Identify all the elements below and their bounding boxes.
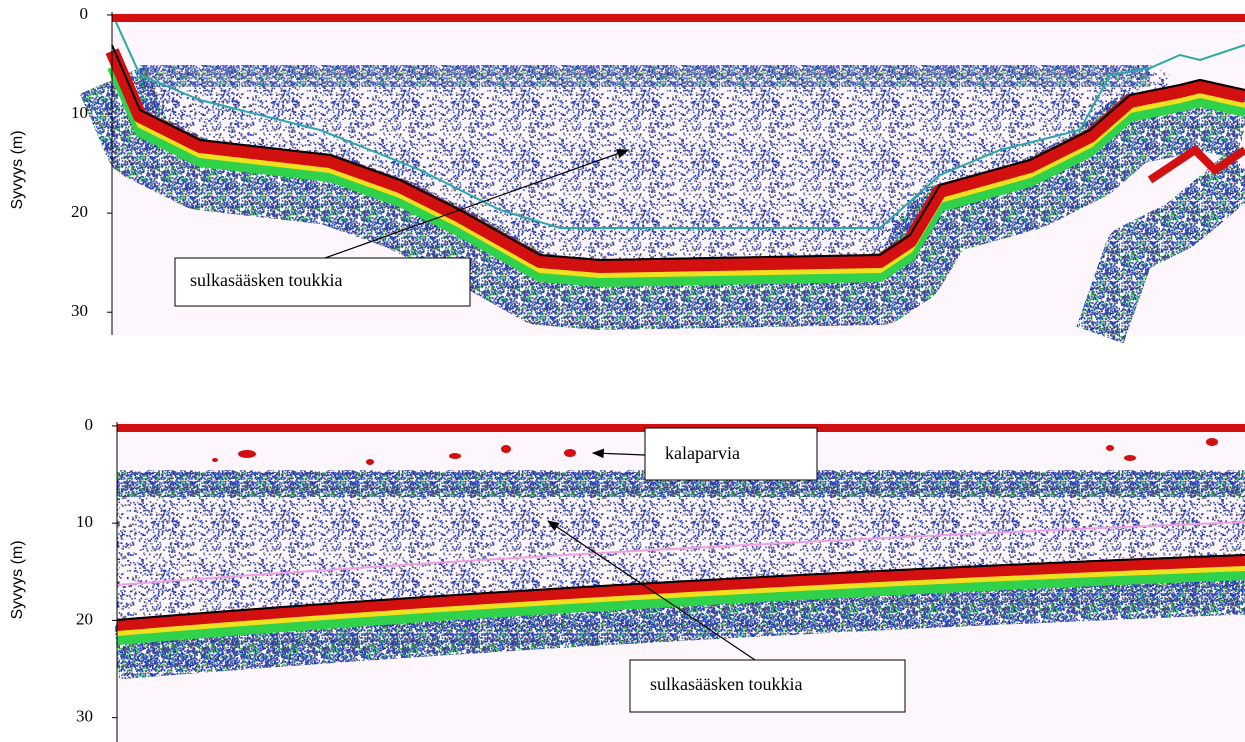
y-axis-label: Syvyys (m): [9, 130, 26, 209]
dense-layer: [140, 65, 1150, 87]
y-axis-label: Syvyys (m): [9, 540, 26, 619]
y-tick-label: 20: [71, 202, 88, 221]
y-tick-label: 30: [71, 301, 88, 320]
y-tick-label: 30: [76, 707, 93, 726]
y-tick-label: 10: [76, 512, 93, 531]
y-tick-label: 0: [85, 415, 94, 434]
panel-1: Syvyys (m) sulkasääsken toukkia 0 10 20 30: [9, 4, 1245, 335]
annotation: kalaparvia: [665, 443, 740, 463]
figure: Syvyys (m) sulkasääsken toukkia 0102030 …: [0, 0, 1245, 742]
surface-echo: [112, 14, 1245, 22]
annotation: sulkasääsken toukkia: [650, 674, 802, 694]
y-tick-label: 20: [76, 609, 93, 628]
annotation: sulkasääsken toukkia: [190, 270, 342, 290]
panel-2: Syvyys (m) kalaparvia sulkasääsken toukk…: [9, 415, 1245, 742]
y-tick-label: 0: [80, 4, 89, 23]
y-tick-label: 10: [71, 103, 88, 122]
